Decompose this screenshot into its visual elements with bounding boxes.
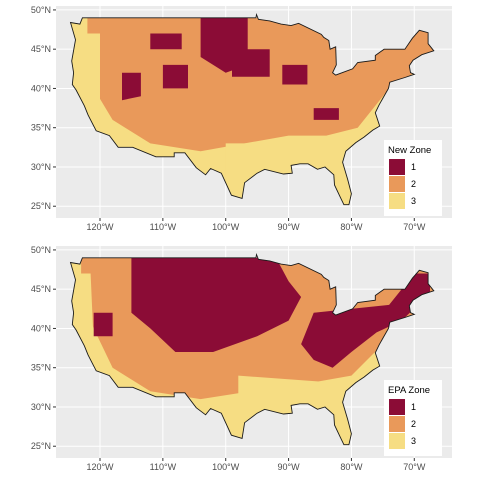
- y-tick-label: 45°N: [31, 44, 51, 54]
- y-tick-label: 35°N: [31, 363, 51, 373]
- zone-1-region: [313, 108, 339, 120]
- legend-label-2: 2: [411, 179, 416, 189]
- y-tick-label: 40°N: [31, 83, 51, 93]
- y-tick-label: 25°N: [31, 201, 51, 211]
- legend-epa-zone: EPA Zone 1 2 3: [384, 380, 442, 456]
- zone-3-region: [71, 273, 94, 345]
- y-tick-label: 30°N: [31, 402, 51, 412]
- legend-key-2: [389, 416, 405, 432]
- zone-1-region: [150, 33, 182, 50]
- x-tick-label: 90°W: [278, 222, 301, 232]
- y-tick-label: 40°N: [31, 323, 51, 333]
- legend-label-3: 3: [411, 436, 416, 446]
- legend-label-1: 1: [411, 402, 416, 412]
- x-tick-label: 120°W: [86, 222, 114, 232]
- y-tick-label: 35°N: [31, 123, 51, 133]
- legend-label-1: 1: [411, 162, 416, 172]
- legend-key-3: [389, 193, 405, 209]
- legend-key-2: [389, 176, 405, 192]
- x-axis: 120°W 110°W 100°W 90°W 80°W 70°W: [86, 458, 426, 472]
- y-tick-label: 50°N: [31, 5, 51, 15]
- legend-title: EPA Zone: [388, 385, 430, 396]
- y-tick-label: 50°N: [31, 245, 51, 255]
- legend-label-3: 3: [411, 196, 416, 206]
- y-tick-label: 30°N: [31, 162, 51, 172]
- x-tick-label: 70°W: [403, 462, 426, 472]
- zone-1-region: [282, 64, 308, 85]
- y-axis: 25°N 30°N 35°N 40°N 45°N 50°N: [31, 5, 56, 211]
- x-tick-label: 100°W: [212, 462, 240, 472]
- y-tick-label: 45°N: [31, 284, 51, 294]
- x-tick-label: 110°W: [150, 222, 177, 232]
- zone-1-region: [162, 64, 188, 89]
- x-tick-label: 70°W: [403, 222, 426, 232]
- x-tick-label: 80°W: [340, 462, 363, 472]
- legend-key-1: [389, 159, 405, 175]
- us-outline: [69, 253, 435, 446]
- map-panel-new-zone: 25°N 30°N 35°N 40°N 45°N 50°N 120°W 110°W 100°W…: [31, 5, 452, 232]
- zone-1-region: [131, 257, 302, 352]
- x-tick-label: 90°W: [278, 462, 301, 472]
- map-panel-epa-zone: 25°N 30°N 35°N 40°N 45°N 50°N 120°W 110°W 100°W…: [31, 245, 452, 472]
- y-tick-label: 25°N: [31, 441, 51, 451]
- x-axis: 120°W 110°W 100°W 90°W 80°W 70°W: [86, 218, 426, 232]
- us-outline: [69, 13, 435, 206]
- y-axis: 25°N 30°N 35°N 40°N 45°N 50°N: [31, 245, 56, 451]
- legend-new-zone: New Zone 1 2 3: [384, 140, 442, 216]
- zone-1-region: [301, 273, 430, 368]
- legend-label-2: 2: [411, 419, 416, 429]
- zone-1-region: [122, 72, 141, 101]
- x-tick-label: 110°W: [150, 462, 177, 472]
- x-tick-label: 80°W: [340, 222, 363, 232]
- zone-1-region: [93, 312, 113, 337]
- legend-key-1: [389, 399, 405, 415]
- zone-1-region: [232, 49, 270, 77]
- legend-title: New Zone: [388, 145, 431, 156]
- x-tick-label: 100°W: [212, 222, 240, 232]
- x-tick-label: 120°W: [86, 462, 114, 472]
- legend-key-3: [389, 433, 405, 449]
